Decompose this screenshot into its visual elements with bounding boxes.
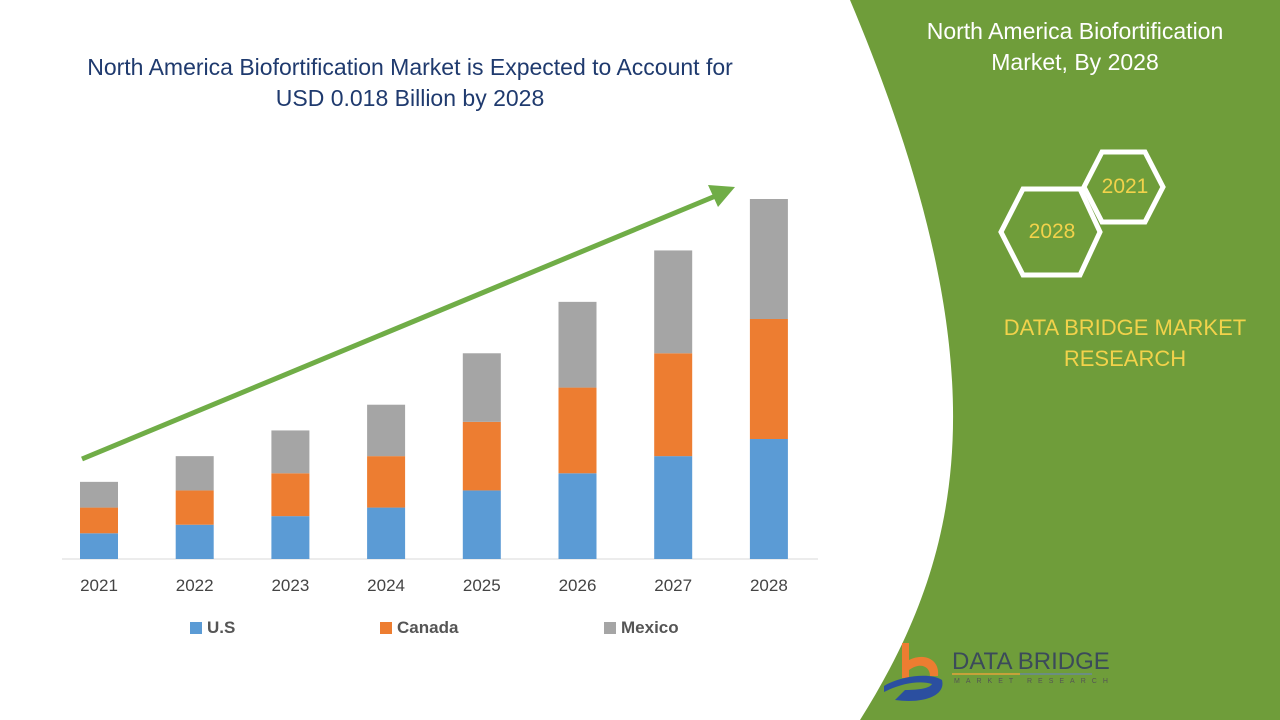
trend-arrow: [81, 192, 719, 462]
bar-canada-2022: [175, 490, 214, 525]
legend-swatch-canada: [380, 622, 392, 634]
x-tick-label: 2022: [175, 576, 214, 595]
logo-subtext: MARKET RESEARCH: [954, 678, 1114, 685]
x-tick-label: 2026: [558, 576, 597, 595]
bar-mexico-2026: [558, 301, 597, 388]
hexagon-2021: [1081, 149, 1166, 225]
bar-mexico-2021: [80, 481, 118, 508]
legend-mexico: Mexico: [604, 618, 679, 638]
x-tick-label: 2024: [367, 576, 405, 595]
bar-us-2028: [749, 439, 788, 559]
logo-icon: [884, 643, 943, 701]
bar-canada-2028: [749, 319, 788, 439]
bar-us-2025: [462, 490, 501, 559]
bar-mexico-2025: [462, 353, 501, 422]
bar-canada-2025: [462, 421, 501, 491]
bar-us-2027: [654, 456, 693, 559]
bar-canada-2026: [558, 387, 597, 474]
bar-us-2024: [367, 507, 406, 559]
panel-title: North America Biofortification Market, B…: [926, 18, 1224, 75]
bar-mexico-2022: [175, 456, 214, 491]
bar-mexico-2027: [654, 250, 693, 354]
logo-text: DATA BRIDGE: [952, 648, 1110, 675]
x-tick-label: 2021: [80, 576, 118, 595]
hexagon-2028: [998, 186, 1103, 278]
bar-mexico-2023: [271, 430, 310, 474]
legend-swatch-mexico: [604, 622, 616, 634]
legend-canada: Canada: [380, 618, 458, 638]
bar-mexico-2024: [367, 404, 406, 457]
trend-arrow-head: [708, 185, 735, 207]
chart-title: North America Biofortification Market is…: [87, 54, 733, 111]
brand-text: DATA BRIDGE MARKET RESEARCH: [1003, 315, 1247, 371]
hex-label-2028: 2028: [1028, 220, 1076, 243]
bar-canada-2023: [271, 473, 310, 517]
legend-swatch-us: [190, 622, 202, 634]
legend-label-mexico: Mexico: [621, 618, 679, 637]
bar-canada-2027: [654, 353, 693, 457]
bar-canada-2024: [367, 456, 406, 508]
bar-us-2026: [558, 473, 597, 559]
hex-label-2021: 2021: [1101, 175, 1149, 198]
green-panel: [850, 0, 1280, 720]
bar-mexico-2028: [749, 199, 788, 319]
legend-label-canada: Canada: [397, 618, 459, 637]
bar-us-2023: [271, 516, 310, 559]
x-tick-label: 2025: [462, 576, 501, 595]
legend-label-us: U.S: [207, 618, 236, 637]
bar-canada-2021: [80, 507, 118, 534]
bar-us-2021: [80, 533, 118, 559]
legend-us: U.S: [190, 618, 235, 638]
bar-us-2022: [175, 524, 214, 559]
x-tick-label: 2023: [271, 576, 310, 595]
x-tick-label: 2028: [749, 576, 788, 595]
x-tick-label: 2027: [654, 576, 693, 595]
